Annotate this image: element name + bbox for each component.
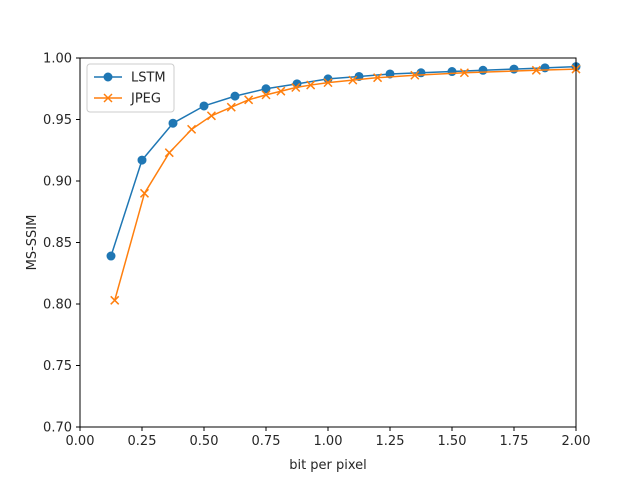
data-point <box>244 95 254 105</box>
data-point <box>110 295 120 305</box>
x-tick-label: 1.25 <box>376 434 405 449</box>
data-point <box>323 78 333 88</box>
x-tick-label: 0.25 <box>128 434 157 449</box>
data-point <box>478 65 488 75</box>
data-point <box>199 101 209 111</box>
data-point <box>354 71 364 81</box>
data-point <box>291 82 301 93</box>
data-point <box>276 86 286 96</box>
series-layer <box>106 62 581 305</box>
data-point <box>306 80 316 90</box>
data-point <box>206 111 216 121</box>
data-point <box>226 102 236 112</box>
x-tick-label: 1.00 <box>314 434 343 449</box>
legend: LSTM JPEG <box>86 63 175 113</box>
y-tick-label: 0.75 <box>43 359 72 374</box>
data-point <box>261 84 271 94</box>
legend-label: LSTM <box>131 71 166 86</box>
x-tick-label: 0.00 <box>66 434 95 449</box>
x-tick-label: 0.50 <box>190 434 219 449</box>
y-axis: 0.70 0.75 0.80 0.85 0.90 0.95 1.00 <box>43 52 80 436</box>
data-point <box>261 90 271 100</box>
data-point <box>139 188 150 198</box>
x-axis-label: bit per pixel <box>289 458 367 473</box>
data-point <box>531 65 541 75</box>
x-tick-label: 0.75 <box>252 434 281 449</box>
legend-item: LSTM <box>94 71 166 86</box>
y-axis-label: MS-SSIM <box>25 215 40 271</box>
x-tick-label: 2.00 <box>562 434 591 449</box>
y-tick-label: 1.00 <box>43 52 72 67</box>
data-point <box>459 68 469 78</box>
data-point <box>348 75 358 85</box>
data-point <box>137 155 147 165</box>
y-tick-label: 0.80 <box>43 298 72 313</box>
data-point <box>168 118 178 128</box>
series-line <box>110 65 577 257</box>
legend-label: JPEG <box>130 92 161 107</box>
y-tick-label: 0.70 <box>43 421 72 436</box>
x-tick-label: 1.75 <box>500 434 529 449</box>
data-point <box>230 91 240 101</box>
data-point <box>447 67 457 77</box>
series-lstm <box>106 62 581 261</box>
y-tick-label: 0.90 <box>43 175 72 190</box>
data-point <box>164 148 174 158</box>
y-tick-label: 0.85 <box>43 236 72 251</box>
y-tick-label: 0.95 <box>43 113 72 128</box>
data-point <box>187 124 197 134</box>
x-axis: 0.00 0.25 0.50 0.75 1.00 1.25 1.50 1.75 2.00 <box>66 427 591 449</box>
legend-marker <box>103 72 113 82</box>
legend-marker <box>103 93 113 103</box>
data-point <box>106 251 116 261</box>
data-point <box>373 73 383 83</box>
data-point <box>410 70 420 80</box>
legend-item: JPEG <box>94 92 161 107</box>
x-tick-label: 1.50 <box>438 434 467 449</box>
